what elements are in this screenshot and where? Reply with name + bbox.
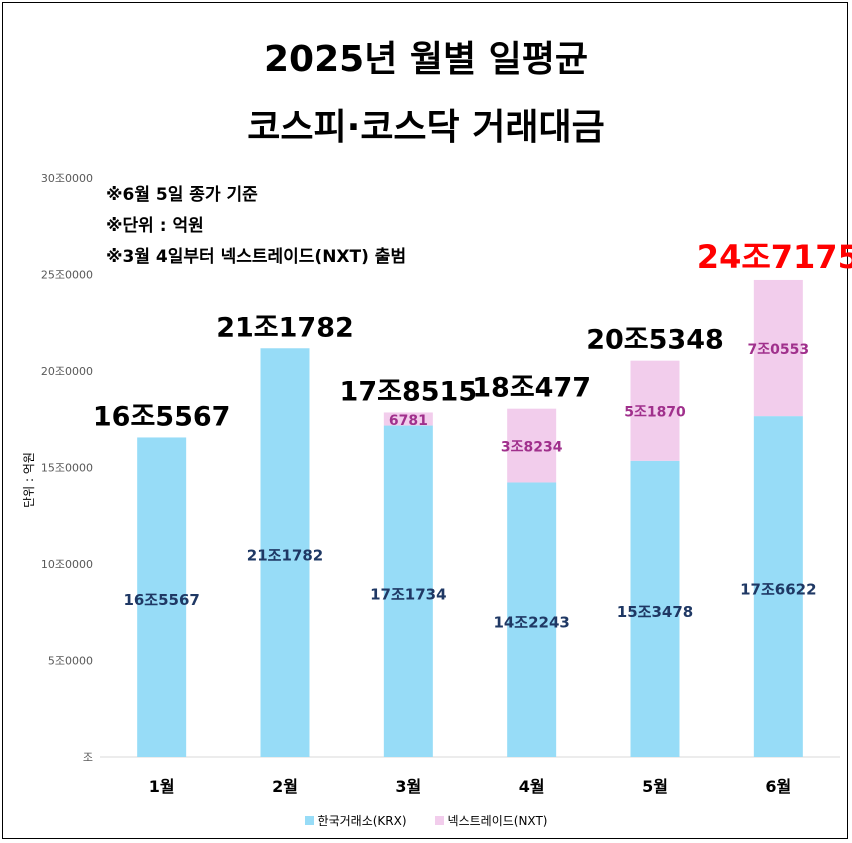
bar-krx <box>753 416 803 757</box>
data-label-nxt: 7조0553 <box>748 342 810 358</box>
bar-nxt <box>507 408 557 483</box>
legend-label-nxt: 넥스트레이드(NXT) <box>447 814 548 828</box>
legend-item-nxt: 넥스트레이드(NXT) <box>434 812 548 829</box>
data-label-nxt: 3조8234 <box>501 440 563 456</box>
y-tick-label: 5조0000 <box>48 655 93 668</box>
note-unit: ※단위 : 억원 <box>106 216 204 236</box>
total-label: 21조1782 <box>216 312 354 343</box>
legend-item-krx: 한국거래소(KRX) <box>304 812 407 829</box>
total-label: 24조7175 <box>697 238 852 276</box>
data-label-krx: 14조2243 <box>493 614 569 632</box>
chart-title-line-1: 2025년 월별 일평균 <box>264 39 588 80</box>
data-label-krx: 16조5567 <box>123 591 199 609</box>
chart-title-line-2: 코스피·코스닥 거래대금 <box>247 107 605 148</box>
data-label-krx: 17조1734 <box>370 585 446 603</box>
bar-krx <box>630 460 680 757</box>
y-tick-label: 30조0000 <box>41 172 93 185</box>
y-tick-label: 20조0000 <box>41 365 93 378</box>
data-label-krx: 21조1782 <box>247 547 323 565</box>
y-tick-label: 조 <box>83 751 93 764</box>
bar-nxt <box>383 412 433 426</box>
y-tick-label: 15조0000 <box>41 462 93 475</box>
total-label: 18조477 <box>472 373 591 404</box>
legend-label-krx: 한국거래소(KRX) <box>317 814 407 828</box>
x-tick-label: 6월 <box>765 777 791 796</box>
x-tick-label: 1월 <box>149 777 175 796</box>
legend: 한국거래소(KRX) 넥스트레이드(NXT) <box>0 812 852 829</box>
note-basis: ※6월 5일 종가 기준 <box>106 185 258 205</box>
bar-krx <box>383 425 433 757</box>
x-tick-label: 2월 <box>272 777 298 796</box>
bar-krx <box>507 482 557 757</box>
data-label-krx: 17조6622 <box>740 581 816 599</box>
bar-nxt <box>753 279 803 417</box>
data-label-nxt: 5조1870 <box>624 405 686 421</box>
legend-swatch-nxt <box>434 816 444 825</box>
x-tick-label: 3월 <box>395 777 421 796</box>
x-tick-label: 5월 <box>642 777 668 796</box>
total-label: 16조5567 <box>93 401 231 432</box>
x-tick-label: 4월 <box>519 777 545 796</box>
total-label: 17조8515 <box>340 376 478 407</box>
data-label-krx: 15조3478 <box>617 603 693 621</box>
note-nxt-launch: ※3월 4일부터 넥스트레이드(NXT) 출범 <box>106 247 407 267</box>
total-label: 20조5348 <box>586 325 724 356</box>
legend-swatch-krx <box>304 816 314 825</box>
data-label-nxt: 6781 <box>389 413 428 429</box>
bar-nxt <box>630 360 680 461</box>
bar-krx <box>260 348 310 757</box>
bar-krx <box>137 437 187 757</box>
y-tick-label: 10조0000 <box>41 558 93 571</box>
y-tick-label: 25조0000 <box>41 269 93 282</box>
